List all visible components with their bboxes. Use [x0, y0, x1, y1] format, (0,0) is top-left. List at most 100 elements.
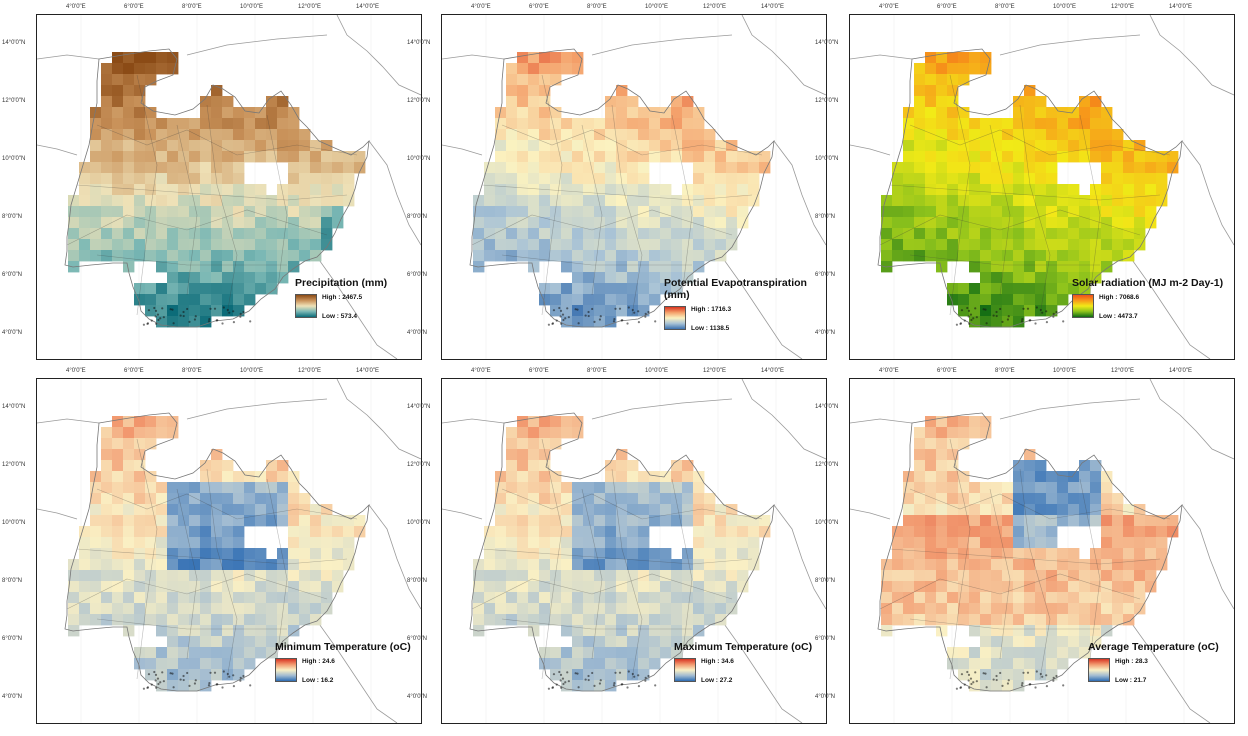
delta-texture	[1035, 670, 1038, 673]
delta-texture	[963, 319, 966, 322]
raster-cell	[616, 184, 628, 196]
raster-cell	[156, 625, 168, 637]
raster-cell	[1024, 206, 1036, 218]
raster-cell	[134, 526, 146, 538]
raster-cell	[134, 570, 146, 582]
raster-cell	[616, 228, 628, 240]
raster-cell	[881, 228, 893, 240]
raster-cell	[903, 107, 915, 119]
country-outline	[64, 412, 370, 692]
raster-cell	[936, 548, 948, 560]
raster-cell	[914, 239, 926, 251]
raster-cell	[310, 250, 322, 262]
raster-cell	[947, 559, 959, 571]
raster-cell	[101, 107, 113, 119]
raster-cell	[550, 504, 562, 516]
raster-cell	[561, 305, 573, 317]
raster-cell	[539, 515, 551, 527]
raster-cell	[737, 162, 749, 174]
raster-cell	[506, 118, 518, 130]
raster-cell	[1024, 482, 1036, 494]
raster-cell	[638, 250, 650, 262]
raster-cell	[583, 647, 595, 659]
raster-cell	[715, 239, 727, 251]
delta-texture	[154, 315, 157, 318]
raster-cell	[112, 449, 124, 461]
raster-cell	[1090, 548, 1102, 560]
raster-cell	[914, 63, 926, 75]
raster-cell	[145, 162, 157, 174]
raster-cell	[936, 559, 948, 571]
legend-title: Average Temperature (oC)	[1088, 641, 1219, 653]
raster-cell	[1024, 570, 1036, 582]
delta-texture	[633, 311, 636, 314]
delta-texture	[1021, 682, 1024, 685]
raster-cell	[737, 217, 749, 229]
raster-cell	[980, 261, 992, 273]
raster-cell	[539, 647, 551, 659]
raster-cell	[748, 559, 760, 571]
raster-cell	[1013, 471, 1025, 483]
raster-cell	[1035, 658, 1047, 670]
delta-texture	[1039, 308, 1042, 312]
raster-cell	[506, 228, 518, 240]
raster-cell	[332, 581, 344, 593]
raster-cell	[572, 52, 584, 64]
raster-cell	[332, 537, 344, 549]
raster-cell	[561, 581, 573, 593]
delta-texture	[644, 679, 647, 682]
raster-cell	[649, 592, 661, 604]
raster-cell	[222, 118, 234, 130]
raster-cell	[321, 140, 333, 152]
raster-cell	[638, 647, 650, 659]
raster-cell	[550, 217, 562, 229]
raster-cell	[288, 239, 300, 251]
raster-cell	[189, 228, 201, 240]
raster-cell	[1134, 239, 1146, 251]
raster-cells	[68, 52, 366, 328]
raster-cell	[561, 658, 573, 670]
raster-cell	[605, 129, 617, 141]
state-border	[879, 209, 1141, 246]
raster-cell	[517, 416, 529, 428]
raster-cell	[145, 526, 157, 538]
raster-cell	[1046, 129, 1058, 141]
raster-cell	[528, 162, 540, 174]
raster-cell	[79, 526, 91, 538]
raster-cell	[991, 636, 1003, 648]
raster-cell	[660, 129, 672, 141]
country-border	[721, 620, 803, 723]
raster-cell	[936, 74, 948, 86]
raster-cell	[605, 515, 617, 527]
raster-cell	[649, 283, 661, 295]
raster-cell	[572, 316, 584, 328]
raster-cell	[980, 228, 992, 240]
raster-cell	[748, 184, 760, 196]
raster-cell	[947, 548, 959, 560]
raster-cell	[123, 96, 135, 108]
state-border	[471, 573, 733, 610]
raster-cell	[1046, 151, 1058, 163]
raster-cell	[200, 625, 212, 637]
raster-cell	[682, 195, 694, 207]
raster-cell	[495, 570, 507, 582]
raster-cell	[332, 151, 344, 163]
raster-cell	[991, 504, 1003, 516]
raster-cell	[266, 570, 278, 582]
raster-cell	[605, 239, 617, 251]
raster-cell	[145, 581, 157, 593]
raster-cell	[1101, 173, 1113, 185]
delta-texture	[213, 671, 217, 674]
raster-cell	[167, 493, 179, 505]
raster-cell	[671, 614, 683, 626]
raster-cell	[903, 195, 915, 207]
raster-cell	[660, 603, 672, 615]
raster-cell	[550, 195, 562, 207]
raster-cell	[222, 614, 234, 626]
raster-cell	[583, 581, 595, 593]
raster-cell	[1046, 526, 1058, 538]
raster-cell	[484, 526, 496, 538]
raster-cell	[605, 217, 617, 229]
raster-cell	[277, 548, 289, 560]
raster-cell	[134, 438, 146, 450]
